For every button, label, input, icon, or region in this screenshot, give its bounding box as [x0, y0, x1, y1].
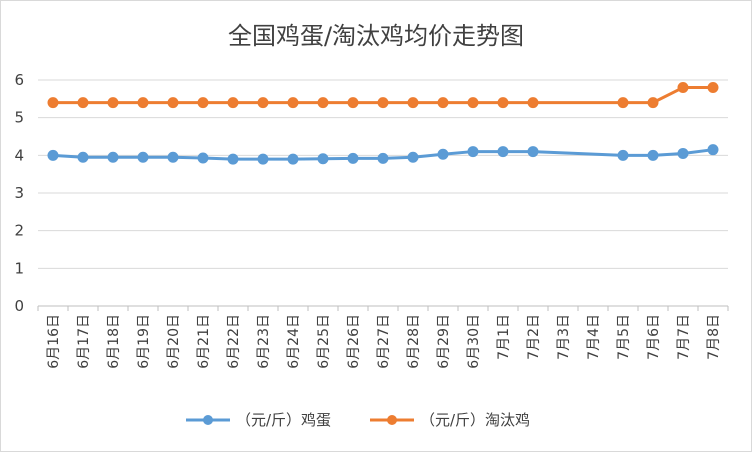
- gridlines: [38, 79, 728, 307]
- x-tick-label: 6月30日: [466, 314, 482, 369]
- data-point: [287, 97, 299, 109]
- data-point: [107, 97, 119, 109]
- data-point: [497, 97, 509, 109]
- data-point: [257, 97, 269, 109]
- data-point: [677, 147, 689, 159]
- x-tick-label: 7月4日: [586, 314, 602, 360]
- x-tick-label: 7月2日: [526, 314, 542, 360]
- data-point: [437, 148, 449, 160]
- data-point: [47, 97, 59, 109]
- x-tick-label: 6月27日: [376, 314, 392, 369]
- x-tick-label: 7月6日: [646, 314, 662, 360]
- x-tick-label: 6月24日: [286, 314, 302, 369]
- x-tick-label: 6月29日: [436, 314, 452, 369]
- data-point: [407, 97, 419, 109]
- data-point: [467, 97, 479, 109]
- legend: （元/斤）鸡蛋 （元/斤）淘汰鸡: [186, 411, 530, 429]
- x-tick-label: 6月23日: [256, 314, 272, 369]
- x-tick-label: 6月26日: [346, 314, 362, 369]
- data-point: [617, 97, 629, 109]
- x-tick-label: 7月1日: [496, 314, 512, 360]
- x-tick-label: 6月19日: [136, 314, 152, 369]
- legend-swatch-marker: [387, 415, 397, 425]
- data-point: [137, 151, 149, 163]
- data-point: [377, 152, 389, 164]
- axes: 0 1 2 3 4 5 6 6月16日 6月17日 6月18日 6月19日 6月20日 6月21日 6月2…: [14, 71, 729, 369]
- x-tick-label: 7月3日: [556, 314, 572, 360]
- x-tick-label: 6月28日: [406, 314, 422, 369]
- data-point: [287, 153, 299, 165]
- x-tick-label: 6月16日: [46, 314, 62, 369]
- data-point: [107, 151, 119, 163]
- x-tick-label: 6月25日: [316, 314, 332, 369]
- data-point: [617, 149, 629, 161]
- y-tick-label: 5: [14, 109, 24, 127]
- x-tick-label: 6月17日: [76, 314, 92, 369]
- data-point: [527, 146, 539, 158]
- data-point: [167, 151, 179, 163]
- data-point: [347, 97, 359, 109]
- legend-label: （元/斤）淘汰鸡: [420, 411, 530, 429]
- data-point: [197, 152, 209, 164]
- x-tick-label: 7月8日: [706, 314, 722, 360]
- data-point: [647, 149, 659, 161]
- y-tick-label: 2: [14, 222, 24, 240]
- x-tick-label: 6月21日: [196, 314, 212, 369]
- series-lines: [47, 82, 719, 165]
- data-point: [467, 146, 479, 158]
- x-tick-label: 6月20日: [166, 314, 182, 369]
- data-point: [497, 146, 509, 158]
- data-point: [707, 82, 719, 94]
- x-tick-label: 7月7日: [676, 314, 692, 360]
- data-point: [137, 97, 149, 109]
- data-point: [47, 149, 59, 161]
- y-tick-label: 1: [14, 259, 24, 277]
- y-tick-label: 0: [14, 297, 24, 315]
- data-point: [317, 97, 329, 109]
- chart-title: 全国鸡蛋/淘汰鸡均价走势图: [227, 22, 525, 50]
- data-point: [227, 97, 239, 109]
- data-point: [77, 151, 89, 163]
- y-tick-label: 3: [14, 184, 24, 202]
- x-tick-label: 6月18日: [106, 314, 122, 369]
- y-tick-label: 6: [14, 71, 24, 89]
- data-point: [77, 97, 89, 109]
- legend-swatch-marker: [203, 415, 213, 425]
- x-tick-label: 7月5日: [616, 314, 632, 360]
- data-point: [407, 151, 419, 163]
- data-point: [347, 152, 359, 164]
- data-point: [167, 97, 179, 109]
- legend-label: （元/斤）鸡蛋: [236, 411, 331, 429]
- y-tick-label: 4: [14, 146, 24, 164]
- data-point: [677, 82, 689, 94]
- data-point: [317, 153, 329, 165]
- data-point: [437, 97, 449, 109]
- data-point: [197, 97, 209, 109]
- data-point: [527, 97, 539, 109]
- data-point: [257, 153, 269, 165]
- data-point: [377, 97, 389, 109]
- data-point: [227, 153, 239, 165]
- data-point: [647, 97, 659, 109]
- data-point: [707, 144, 719, 156]
- x-tick-label: 6月22日: [226, 314, 242, 369]
